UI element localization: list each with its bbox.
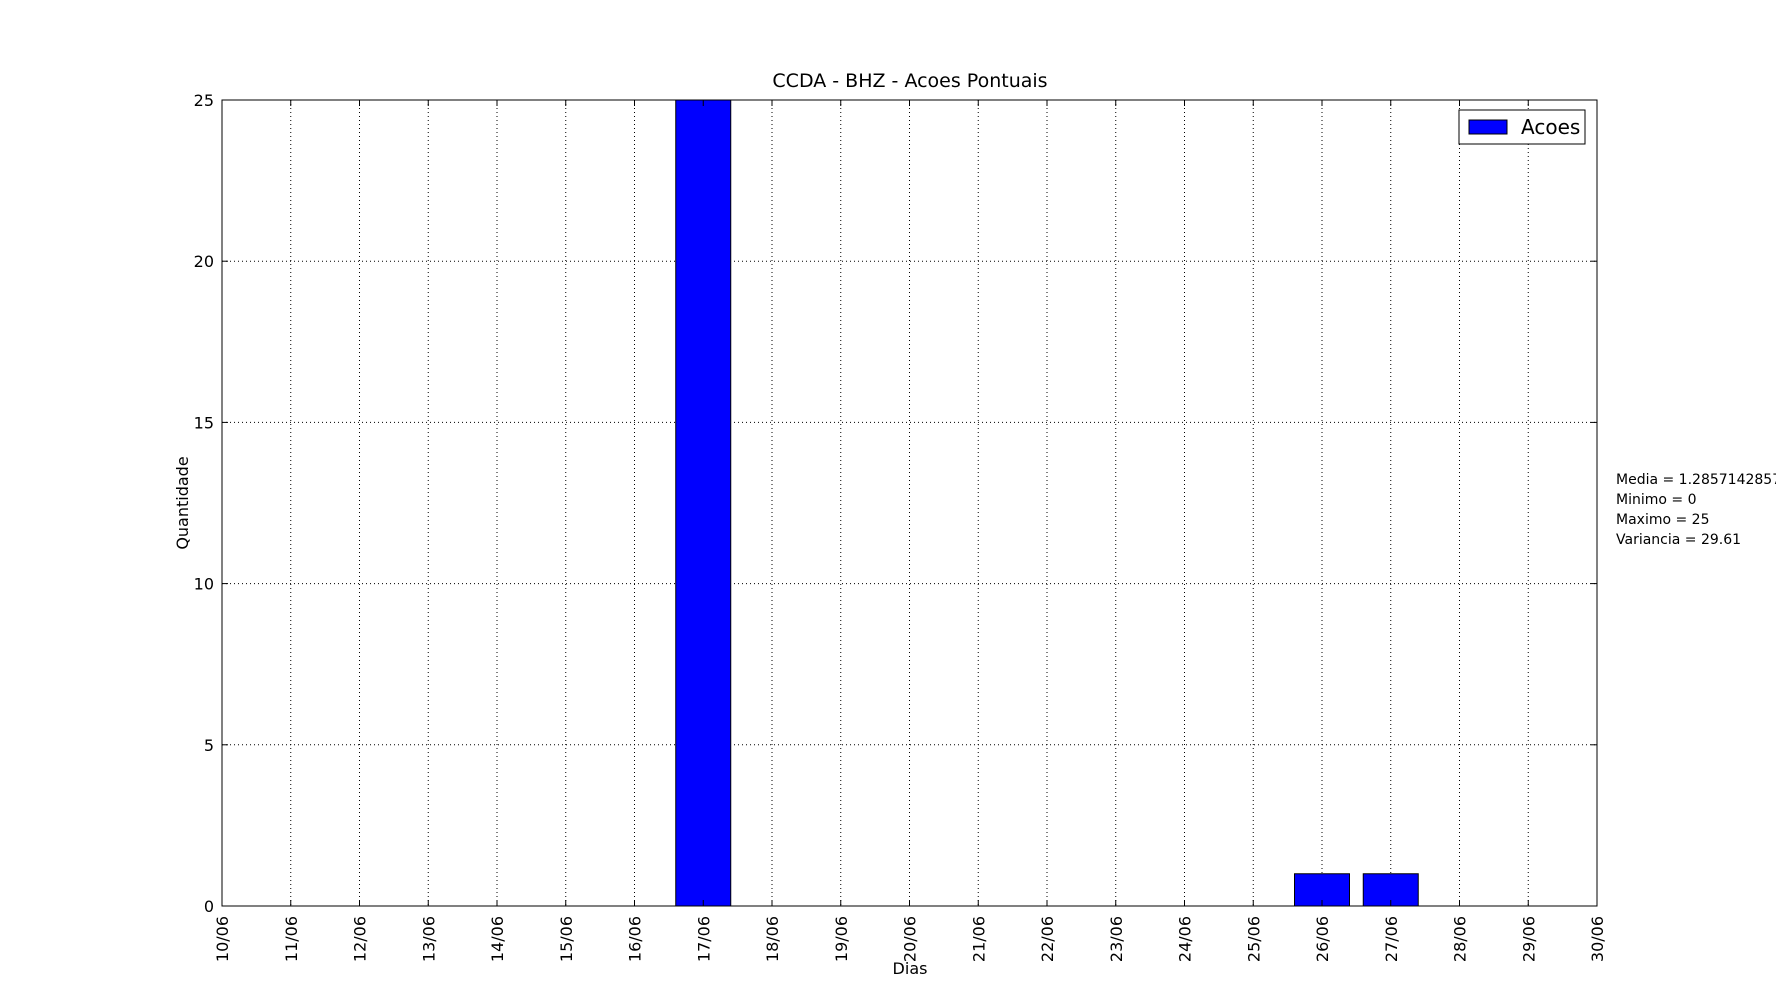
x-tick-label: 11/06 (282, 916, 301, 962)
x-tick-label: 14/06 (488, 916, 507, 962)
x-axis-label: Dias (893, 959, 928, 978)
x-tick-label: 27/06 (1382, 916, 1401, 962)
x-tick-label: 21/06 (969, 916, 988, 962)
x-tick-label: 15/06 (557, 916, 576, 962)
x-tick-label: 24/06 (1176, 916, 1195, 962)
x-tick-label: 12/06 (351, 916, 370, 962)
x-tick-label: 16/06 (626, 916, 645, 962)
x-tick-label: 25/06 (1244, 916, 1263, 962)
stats-annotation: Minimo = 0 (1616, 492, 1696, 508)
y-tick-label: 20 (194, 252, 214, 271)
x-tick-label: 10/06 (213, 916, 232, 962)
chart-title: CCDA - BHZ - Acoes Pontuais (772, 70, 1047, 92)
y-tick-label: 10 (194, 575, 214, 594)
x-tick-label: 23/06 (1107, 916, 1126, 962)
legend-swatch (1468, 119, 1508, 135)
x-tick-label: 26/06 (1313, 916, 1332, 962)
x-tick-label: 30/06 (1588, 916, 1607, 962)
y-tick-label: 0 (204, 897, 214, 916)
y-tick-label: 15 (194, 413, 214, 432)
x-tick-label: 13/06 (419, 916, 438, 962)
stats-annotation: Variancia = 29.61 (1616, 532, 1741, 548)
x-tick-label: 19/06 (832, 916, 851, 962)
x-tick-label: 20/06 (901, 916, 920, 962)
bar (675, 100, 732, 906)
legend-label: Acoes (1521, 115, 1580, 139)
y-axis-label: Quantidade (173, 456, 192, 549)
x-tick-label: 22/06 (1038, 916, 1057, 962)
x-tick-label: 18/06 (763, 916, 782, 962)
stats-annotation: Maximo = 25 (1616, 512, 1709, 528)
x-tick-label: 28/06 (1451, 916, 1470, 962)
y-tick-label: 5 (204, 736, 214, 755)
y-tick-label: 25 (194, 91, 214, 110)
x-tick-label: 17/06 (694, 916, 713, 962)
x-tick-label: 29/06 (1519, 916, 1538, 962)
stats-annotation: Media = 1.28571428571 (1616, 472, 1776, 488)
labels: 0 5 10 15 20 25 10/06 11/06 12/06 13/06 14/06 15/06… (194, 91, 1776, 962)
